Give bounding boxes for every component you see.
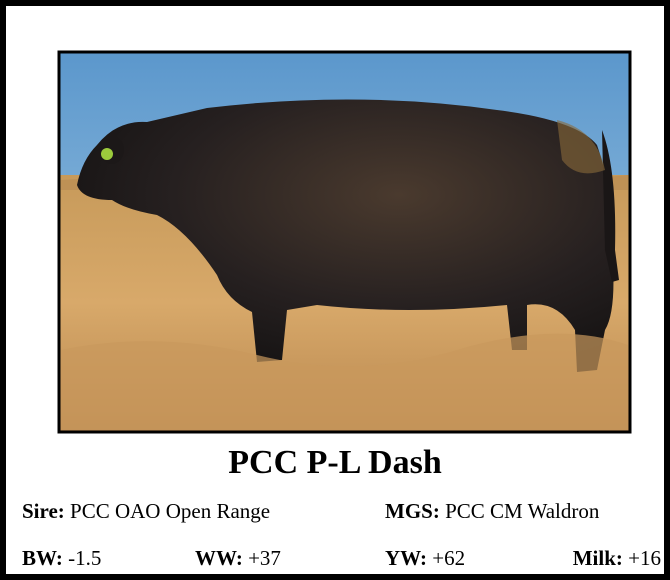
bull-name: PCC P-L Dash [6, 444, 664, 482]
epd-value: +62 [432, 546, 465, 570]
mgs-value: PCC CM Waldron [445, 499, 599, 523]
epd-bw: BW: -1.5 [22, 546, 101, 571]
epd-milk: Milk: +16 [573, 546, 661, 571]
epd-yw: YW: +62 [385, 546, 465, 571]
sire-label: Sire: [22, 499, 65, 523]
epd-label: WW: [195, 546, 243, 570]
sire: Sire: PCC OAO Open Range [22, 499, 270, 524]
epd-label: BW: [22, 546, 63, 570]
mgs-label: MGS: [385, 499, 440, 523]
mgs: MGS: PCC CM Waldron [385, 499, 599, 524]
epd-ww: WW: +37 [195, 546, 281, 571]
epd-label: YW: [385, 546, 427, 570]
sire-value: PCC OAO Open Range [70, 499, 270, 523]
bull-photo [57, 50, 632, 434]
card: PCC P-L Dash Sire: PCC OAO Open Range MG… [0, 0, 670, 580]
epd-value: +16 [628, 546, 661, 570]
epd-value: +37 [248, 546, 281, 570]
epd-value: -1.5 [68, 546, 101, 570]
epd-label: Milk: [573, 546, 623, 570]
